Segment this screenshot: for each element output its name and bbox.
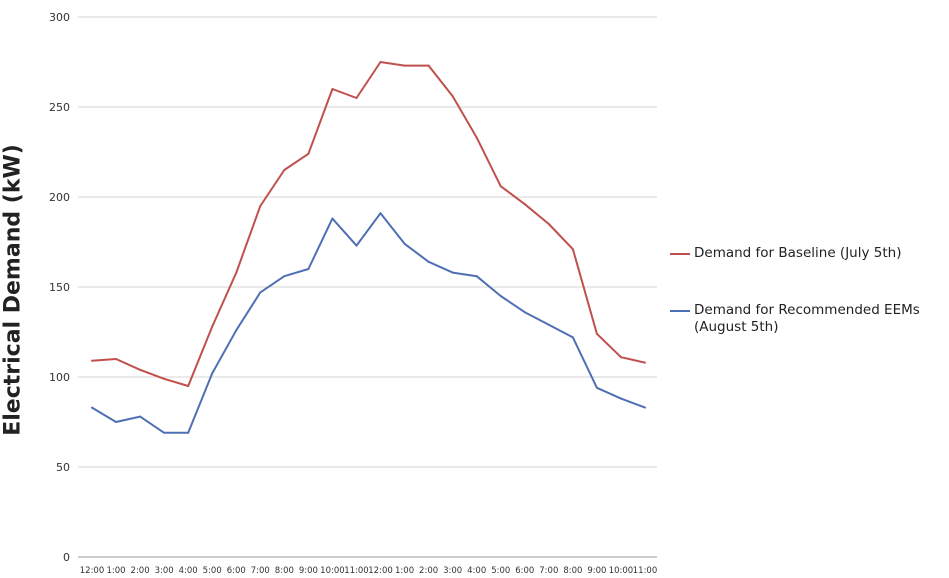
data-point-s1-6: [235, 329, 238, 332]
data-point-s1-18: [523, 311, 526, 314]
x-tick-label-5: 5:00: [203, 566, 222, 576]
x-tick-label-6: 6:00: [227, 566, 246, 576]
data-point-s0-21: [595, 332, 598, 335]
data-point-s1-9: [307, 268, 310, 270]
data-point-s0-13: [403, 64, 406, 67]
x-tick-label-7: 7:00: [251, 566, 270, 576]
data-point-s0-3: [163, 377, 166, 380]
data-point-s1-19: [547, 323, 550, 326]
data-point-s0-6: [235, 271, 238, 274]
data-point-s0-0: [91, 359, 93, 362]
x-tick-label-17: 5:00: [491, 566, 510, 576]
x-tick-label-15: 3:00: [443, 566, 462, 576]
legend-item-eems: Demand for Recommended EEMs (August 5th): [670, 302, 920, 336]
legend-swatch-baseline: [670, 253, 690, 255]
data-point-s1-1: [115, 421, 118, 423]
y-tick-label-200: 200: [49, 191, 70, 204]
x-tick-label-11: 11:00: [344, 566, 369, 576]
legend-swatch-eems: [670, 310, 690, 312]
data-point-s0-16: [475, 136, 478, 139]
x-tick-label-21: 9:00: [587, 566, 606, 576]
y-tick-label-250: 250: [49, 101, 70, 114]
data-point-s1-14: [427, 260, 430, 263]
x-tick-label-16: 4:00: [467, 566, 486, 576]
data-point-s1-7: [259, 291, 262, 294]
data-point-s0-8: [283, 169, 286, 171]
data-point-s1-5: [211, 372, 214, 375]
x-tick-label-9: 9:00: [299, 566, 318, 576]
data-point-s1-12: [379, 212, 382, 215]
y-axis-title-wrap: Electrical Demand (kW): [0, 0, 26, 578]
data-point-s1-8: [283, 275, 286, 278]
data-point-s0-7: [259, 205, 262, 207]
x-tick-label-4: 4:00: [179, 566, 198, 576]
y-tick-label-150: 150: [49, 281, 70, 294]
x-tick-label-13: 1:00: [395, 566, 414, 576]
data-point-s0-4: [187, 385, 190, 387]
data-point-s0-19: [547, 223, 550, 225]
data-point-s0-18: [523, 203, 526, 206]
data-point-s0-14: [427, 64, 430, 67]
data-point-s0-20: [571, 248, 574, 251]
data-point-s1-11: [355, 244, 358, 247]
data-point-s1-13: [403, 242, 406, 245]
data-point-s1-0: [91, 406, 93, 409]
data-point-s1-21: [595, 386, 598, 389]
data-point-s1-4: [187, 431, 190, 434]
legend-label-eems: Demand for Recommended EEMs (August 5th): [694, 302, 920, 335]
data-point-s1-22: [619, 397, 622, 400]
data-point-s0-11: [355, 97, 358, 99]
data-point-s0-17: [499, 185, 502, 188]
data-point-s1-16: [475, 275, 478, 278]
x-tick-label-1: 1:00: [106, 566, 125, 576]
data-point-s1-15: [451, 271, 454, 274]
y-axis-title: Electrical Demand (kW): [0, 144, 26, 436]
data-point-s0-1: [115, 358, 118, 360]
x-tick-label-12: 12:00: [368, 566, 393, 576]
x-tick-label-23: 11:00: [633, 566, 658, 576]
x-tick-label-10: 10:00: [320, 566, 345, 576]
series-line-0: [91, 61, 646, 387]
x-tick-label-2: 2:00: [131, 566, 150, 576]
data-point-s1-23: [644, 406, 646, 409]
y-tick-label-100: 100: [49, 371, 70, 384]
x-tick-label-19: 7:00: [539, 566, 558, 576]
data-point-s0-22: [619, 356, 622, 359]
y-tick-label-50: 50: [56, 461, 70, 474]
data-point-s0-5: [211, 325, 214, 328]
data-point-s0-12: [379, 61, 382, 63]
x-tick-label-3: 3:00: [155, 566, 174, 576]
data-point-s0-9: [307, 152, 310, 155]
data-point-s0-15: [451, 95, 454, 98]
y-tick-label-0: 0: [63, 551, 70, 564]
x-tick-label-22: 10:00: [609, 566, 634, 576]
x-tick-label-20: 8:00: [563, 566, 582, 576]
y-tick-label-300: 300: [49, 11, 70, 24]
x-tick-label-14: 2:00: [419, 566, 438, 576]
series-line-1: [91, 212, 646, 434]
data-point-s1-3: [163, 431, 166, 434]
legend-item-baseline: Demand for Baseline (July 5th): [670, 245, 901, 262]
legend-label-baseline: Demand for Baseline (July 5th): [694, 245, 902, 261]
x-tick-label-0: 12:00: [80, 566, 105, 576]
data-point-s0-10: [331, 88, 334, 90]
data-point-s1-17: [499, 295, 502, 297]
data-point-s1-10: [331, 217, 334, 220]
x-tick-label-8: 8:00: [275, 566, 294, 576]
data-point-s0-2: [139, 368, 142, 371]
data-point-s1-20: [571, 336, 574, 339]
data-point-s1-2: [139, 415, 142, 418]
data-point-s0-23: [644, 361, 646, 364]
x-tick-label-18: 6:00: [515, 566, 534, 576]
